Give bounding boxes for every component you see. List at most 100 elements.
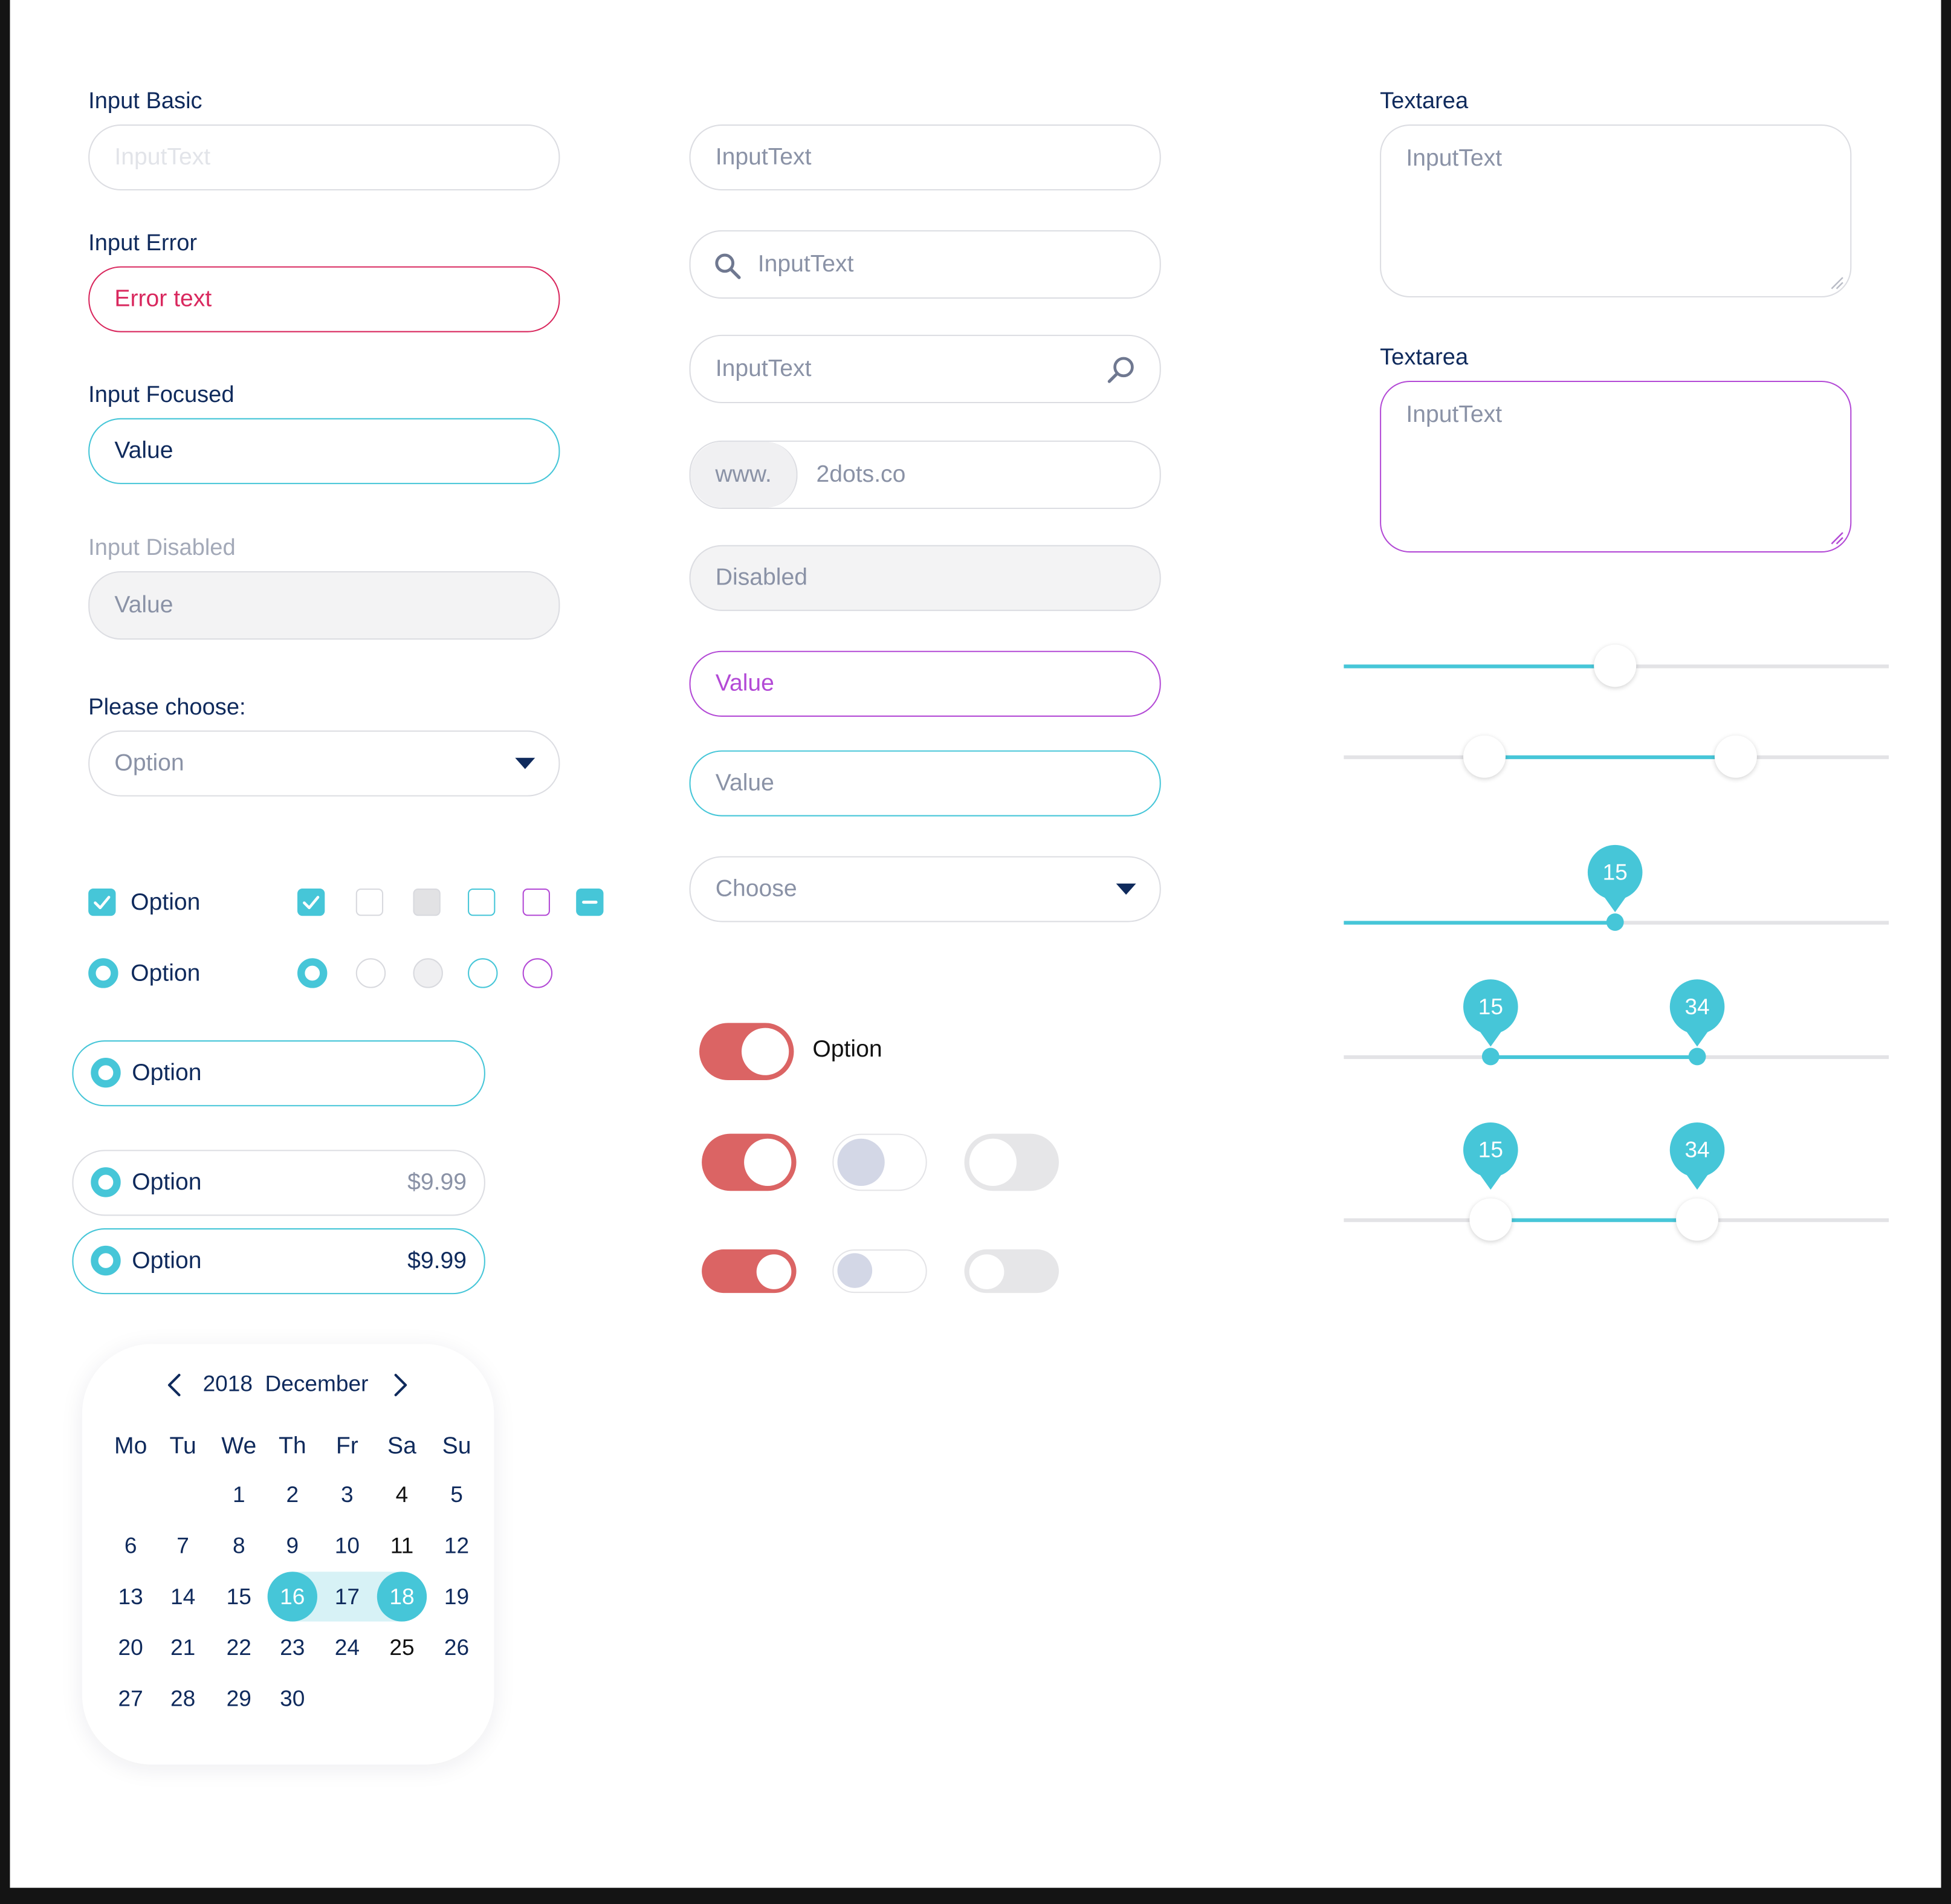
- ui-kit-page: Input Basic InputText Input Error Error …: [10, 0, 1941, 1888]
- toggle-on-small[interactable]: [702, 1249, 797, 1294]
- calendar-day[interactable]: 21: [170, 1634, 196, 1660]
- radio-selected[interactable]: [88, 958, 118, 988]
- radio-unselected[interactable]: [355, 958, 386, 988]
- input-basic[interactable]: InputText: [88, 124, 560, 190]
- calendar-day[interactable]: 19: [444, 1583, 470, 1608]
- input-basic-placeholder: InputText: [114, 143, 211, 170]
- search-input-right-icon[interactable]: InputText: [689, 334, 1161, 404]
- calendar-day[interactable]: 17: [334, 1583, 360, 1608]
- input-basic-label: Input Basic: [88, 87, 202, 114]
- checkbox-focused[interactable]: [468, 888, 496, 916]
- checkbox-disabled: [413, 888, 441, 916]
- input-error[interactable]: Error text: [88, 266, 560, 332]
- toggle-knob: [756, 1254, 792, 1289]
- tooltip-slider-fill: [1344, 921, 1616, 925]
- radio-indicator: [91, 1245, 121, 1276]
- price-option-label: Option: [132, 1170, 202, 1196]
- range-tooltip-handle-high[interactable]: [1688, 1048, 1706, 1066]
- toggle-on-medium[interactable]: [702, 1133, 797, 1191]
- radio-focused[interactable]: [468, 958, 498, 988]
- price-option-price: $9.99: [407, 1170, 467, 1196]
- price-option-price: $9.99: [407, 1248, 467, 1275]
- calendar-day[interactable]: 23: [280, 1634, 305, 1660]
- calendar-day[interactable]: 13: [118, 1583, 143, 1608]
- toggle-off-small[interactable]: [832, 1249, 927, 1294]
- input-focused[interactable]: Value: [88, 418, 560, 484]
- choose-select[interactable]: Choose: [689, 856, 1161, 922]
- radio-selected-variant[interactable]: [297, 958, 328, 988]
- textarea-focused[interactable]: InputText: [1380, 380, 1852, 553]
- calendar-day[interactable]: 2: [286, 1481, 299, 1507]
- resize-grip-icon[interactable]: [1829, 530, 1844, 545]
- calendar-day[interactable]: 28: [170, 1685, 196, 1711]
- checkbox-hover[interactable]: [522, 888, 550, 916]
- calendar-day[interactable]: 8: [232, 1532, 245, 1558]
- search-icon[interactable]: [1105, 355, 1137, 387]
- calendar-month: December: [265, 1371, 369, 1396]
- search-input-left-icon[interactable]: InputText: [689, 230, 1161, 299]
- calendar-day[interactable]: 11: [390, 1532, 414, 1558]
- calendar-day[interactable]: 15: [226, 1583, 251, 1608]
- calendar-day[interactable]: 22: [226, 1634, 251, 1660]
- calendar-day[interactable]: 29: [226, 1685, 251, 1711]
- calendar-day[interactable]: 5: [450, 1481, 463, 1507]
- checkbox-unchecked[interactable]: [355, 888, 384, 916]
- toggle-knob: [744, 1138, 792, 1187]
- calendar-day[interactable]: 1: [232, 1481, 245, 1507]
- search-input-placeholder: InputText: [715, 355, 812, 382]
- slider-thumb[interactable]: [1594, 644, 1637, 687]
- checkbox-indeterminate[interactable]: [576, 888, 604, 916]
- url-input[interactable]: www. 2dots.co: [689, 440, 1161, 510]
- calendar-day[interactable]: 6: [124, 1532, 137, 1558]
- calendar-day[interactable]: 27: [118, 1685, 143, 1711]
- textarea-default[interactable]: InputText: [1380, 124, 1852, 298]
- input-focused-value: Value: [114, 437, 173, 464]
- calendar-day[interactable]: 14: [170, 1583, 196, 1608]
- range-tooltip-handle-low[interactable]: [1481, 1048, 1500, 1066]
- calendar-day[interactable]: 24: [334, 1634, 360, 1660]
- price-option-1[interactable]: Option $9.99: [72, 1150, 485, 1216]
- range-tooltip-fill-2: [1490, 1218, 1698, 1222]
- toggle-off-medium[interactable]: [832, 1133, 927, 1191]
- range-tooltip-thumb-low[interactable]: [1469, 1198, 1512, 1241]
- calendar-day[interactable]: 12: [444, 1532, 470, 1558]
- range-slider-thumb-high[interactable]: [1714, 735, 1757, 778]
- calendar-day[interactable]: 26: [444, 1634, 470, 1660]
- calendar-day[interactable]: 10: [334, 1532, 360, 1558]
- range-tooltip-thumb-high[interactable]: [1676, 1198, 1719, 1241]
- weekday-header: Th: [278, 1433, 306, 1460]
- range-tooltip-bubble-low: 15: [1463, 1122, 1518, 1190]
- toggle-knob: [837, 1138, 885, 1186]
- calendar-day[interactable]: 18: [377, 1572, 427, 1622]
- input-disabled-label: Input Disabled: [88, 534, 236, 560]
- calendar-day[interactable]: 9: [286, 1532, 299, 1558]
- chevron-down-icon: [1116, 883, 1136, 895]
- calendar-day[interactable]: 4: [395, 1481, 409, 1507]
- option-select[interactable]: Option: [88, 730, 560, 797]
- toggle-on-large[interactable]: [699, 1023, 794, 1081]
- calendar-day[interactable]: 7: [176, 1532, 189, 1558]
- input-text-plain[interactable]: InputText: [689, 124, 1161, 190]
- checkbox-checked-variant[interactable]: [297, 888, 325, 916]
- calendar-day[interactable]: 16: [267, 1572, 317, 1622]
- input-cyan[interactable]: Value: [689, 750, 1161, 817]
- textarea-placeholder: InputText: [1406, 145, 1503, 172]
- calendar-day[interactable]: 3: [341, 1481, 354, 1507]
- calendar-day[interactable]: 25: [389, 1634, 415, 1660]
- calendar-day[interactable]: 20: [118, 1634, 143, 1660]
- range-slider-thumb-low[interactable]: [1463, 735, 1506, 778]
- chevron-right-icon[interactable]: [388, 1371, 410, 1399]
- calendar-day[interactable]: 30: [280, 1685, 305, 1711]
- resize-grip-icon[interactable]: [1829, 275, 1844, 290]
- radio-pill-option[interactable]: Option: [72, 1040, 485, 1107]
- option-select-value: Option: [114, 750, 184, 776]
- chevron-left-icon[interactable]: [164, 1371, 187, 1399]
- radio-pill-label: Option: [132, 1060, 202, 1087]
- price-option-2[interactable]: Option $9.99: [72, 1228, 485, 1295]
- radio-hover[interactable]: [522, 958, 553, 988]
- checkbox-checked[interactable]: [88, 888, 116, 916]
- tooltip-slider-handle[interactable]: [1606, 913, 1624, 931]
- input-purple[interactable]: Value: [689, 650, 1161, 717]
- tooltip-slider-bubble: 15: [1587, 844, 1643, 913]
- url-prefix-text: www.: [715, 461, 772, 488]
